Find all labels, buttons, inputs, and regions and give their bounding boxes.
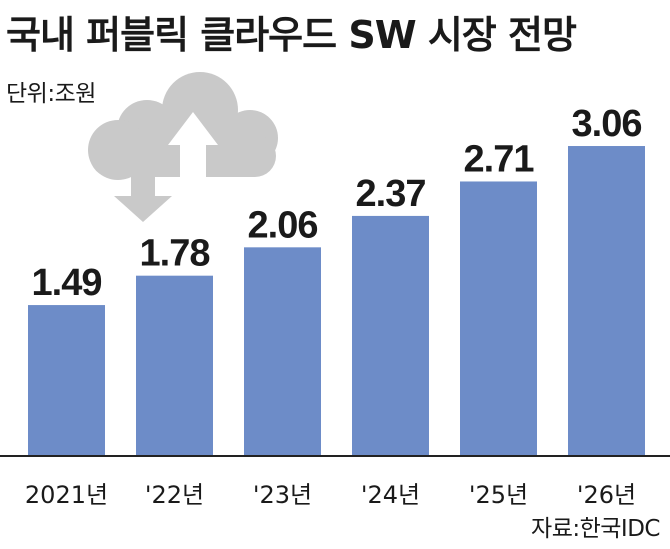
x-tick-label-0: 2021년 <box>25 481 108 509</box>
x-tick-label-5: '26년 <box>577 481 636 509</box>
cloud-upload-download-icon <box>88 72 278 222</box>
x-tick-label-3: '24년 <box>361 481 420 509</box>
source-note: 자료:한국IDC <box>531 516 660 542</box>
bar-1 <box>136 275 213 456</box>
bar-3 <box>352 215 429 456</box>
bar-2 <box>244 247 321 456</box>
value-label-5: 3.06 <box>572 103 642 145</box>
value-label-1: 1.78 <box>140 233 210 275</box>
unit-label: 단위:조원 <box>6 81 96 107</box>
value-label-2: 2.06 <box>248 204 318 246</box>
x-tick-label-4: '25년 <box>469 481 528 509</box>
value-labels-group: 1.49 1.78 2.06 2.37 2.71 3.06 <box>32 103 643 304</box>
value-label-0: 1.49 <box>32 262 102 304</box>
bar-5 <box>568 146 645 456</box>
x-tick-label-2: '23년 <box>253 481 312 509</box>
x-tick-labels-group: 2021년 '22년 '23년 '24년 '25년 '26년 <box>25 481 636 509</box>
chart-title: 국내 퍼블릭 클라우드 SW 시장 전망 <box>6 13 577 57</box>
value-label-3: 2.37 <box>356 173 426 215</box>
value-label-4: 2.71 <box>464 138 535 180</box>
x-tick-label-1: '22년 <box>145 481 204 509</box>
bar-0 <box>28 305 105 456</box>
bars-group <box>28 146 645 457</box>
bar-4 <box>460 181 537 457</box>
